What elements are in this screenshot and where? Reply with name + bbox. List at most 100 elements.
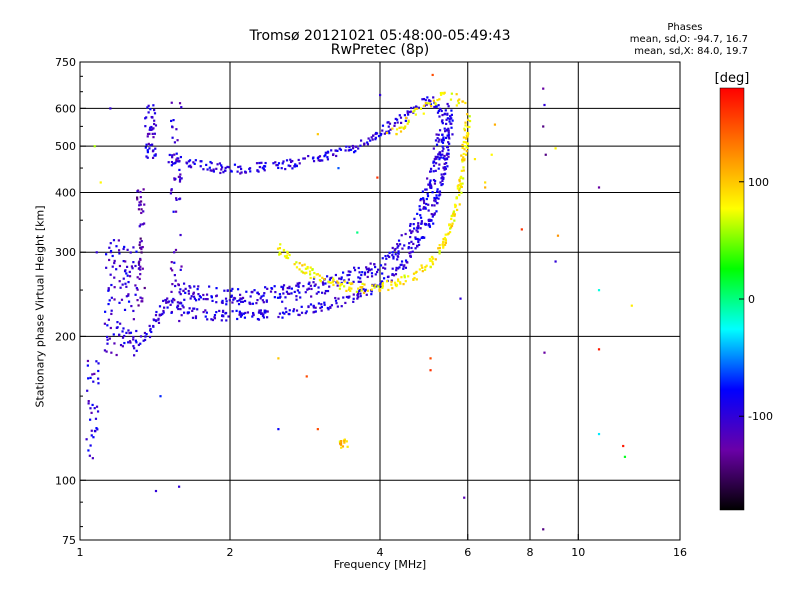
echo-point bbox=[143, 222, 146, 225]
echo-point bbox=[206, 168, 209, 171]
echo-point bbox=[384, 267, 387, 270]
echo-point bbox=[285, 256, 288, 259]
echo-point bbox=[437, 140, 440, 143]
echo-point bbox=[159, 395, 162, 398]
echo-point bbox=[542, 87, 545, 90]
echo-point bbox=[152, 325, 155, 328]
echo-point bbox=[302, 271, 305, 274]
echo-point bbox=[179, 173, 182, 176]
echo-point bbox=[238, 299, 241, 302]
echo-point bbox=[352, 297, 355, 300]
echo-point bbox=[146, 149, 149, 152]
echo-point bbox=[338, 147, 341, 150]
echo-point bbox=[87, 377, 90, 380]
echo-point bbox=[300, 311, 304, 314]
echo-point bbox=[323, 301, 326, 304]
echo-point bbox=[256, 299, 259, 302]
echo-point bbox=[277, 162, 281, 165]
echo-point bbox=[431, 261, 434, 264]
echo-point bbox=[432, 170, 435, 173]
echo-point bbox=[134, 264, 137, 268]
echo-point bbox=[143, 338, 147, 342]
echo-point bbox=[139, 258, 142, 261]
echo-point bbox=[319, 159, 322, 162]
echo-point bbox=[395, 284, 398, 288]
echo-point bbox=[154, 147, 157, 150]
echo-point bbox=[357, 266, 360, 270]
y-tick-label: 400 bbox=[55, 186, 76, 199]
echo-point bbox=[408, 110, 411, 114]
echo-point bbox=[118, 334, 121, 337]
echo-point bbox=[87, 402, 90, 405]
echo-point bbox=[424, 102, 427, 105]
echo-point bbox=[424, 188, 427, 191]
echo-point bbox=[456, 208, 459, 212]
echo-point bbox=[310, 295, 313, 298]
echo-point bbox=[312, 304, 315, 308]
echo-point bbox=[351, 144, 354, 148]
echo-point bbox=[297, 283, 300, 286]
echo-point bbox=[275, 164, 278, 167]
echo-point bbox=[443, 113, 446, 116]
echo-point bbox=[392, 255, 395, 259]
echo-point bbox=[121, 330, 124, 333]
echo-point bbox=[278, 296, 281, 299]
echo-point bbox=[424, 223, 427, 226]
echo-point bbox=[397, 267, 400, 270]
echo-point bbox=[391, 246, 394, 250]
echo-point bbox=[176, 301, 179, 304]
echo-point bbox=[148, 324, 151, 328]
echo-point bbox=[442, 173, 446, 176]
echo-point bbox=[461, 160, 464, 163]
echo-point bbox=[109, 326, 112, 330]
echo-point bbox=[239, 172, 242, 175]
echo-point bbox=[230, 289, 233, 292]
echo-point bbox=[210, 296, 214, 299]
echo-point bbox=[138, 225, 141, 228]
echo-point bbox=[105, 266, 108, 269]
echo-point bbox=[389, 128, 392, 131]
echo-point bbox=[344, 301, 347, 305]
echo-point bbox=[356, 291, 360, 294]
echo-point bbox=[91, 373, 94, 376]
echo-point bbox=[446, 134, 449, 137]
echo-point bbox=[262, 294, 265, 297]
echo-point bbox=[447, 149, 450, 152]
echo-point bbox=[459, 297, 462, 300]
echo-point bbox=[278, 253, 281, 256]
echo-point bbox=[258, 165, 261, 169]
echo-point bbox=[220, 164, 223, 167]
echo-point bbox=[305, 271, 308, 274]
echo-point bbox=[153, 132, 156, 135]
echo-point bbox=[444, 239, 448, 242]
echo-point bbox=[313, 284, 316, 287]
echo-point bbox=[371, 284, 374, 287]
echo-point bbox=[220, 168, 223, 171]
echo-point bbox=[432, 222, 435, 225]
echo-point bbox=[309, 284, 312, 287]
echo-point bbox=[447, 232, 450, 235]
echo-point bbox=[361, 285, 364, 289]
echo-point bbox=[462, 166, 465, 169]
echo-point bbox=[189, 297, 192, 300]
echo-point bbox=[316, 157, 320, 160]
echo-point bbox=[307, 154, 310, 158]
echo-point bbox=[493, 123, 497, 126]
echo-point bbox=[330, 304, 334, 307]
echo-point bbox=[343, 279, 346, 282]
echo-point bbox=[410, 106, 413, 110]
echo-point bbox=[339, 148, 343, 151]
echo-point bbox=[461, 100, 464, 103]
echo-point bbox=[377, 134, 381, 138]
echo-point bbox=[109, 107, 112, 110]
echo-point bbox=[110, 309, 113, 312]
echo-point bbox=[278, 293, 282, 296]
echo-point bbox=[141, 267, 144, 270]
echo-point bbox=[85, 438, 88, 441]
echo-point bbox=[401, 247, 404, 250]
echo-point bbox=[373, 286, 376, 289]
echo-point bbox=[447, 155, 450, 158]
echo-point bbox=[359, 139, 363, 142]
echo-point bbox=[209, 160, 212, 164]
echo-point bbox=[194, 315, 198, 318]
